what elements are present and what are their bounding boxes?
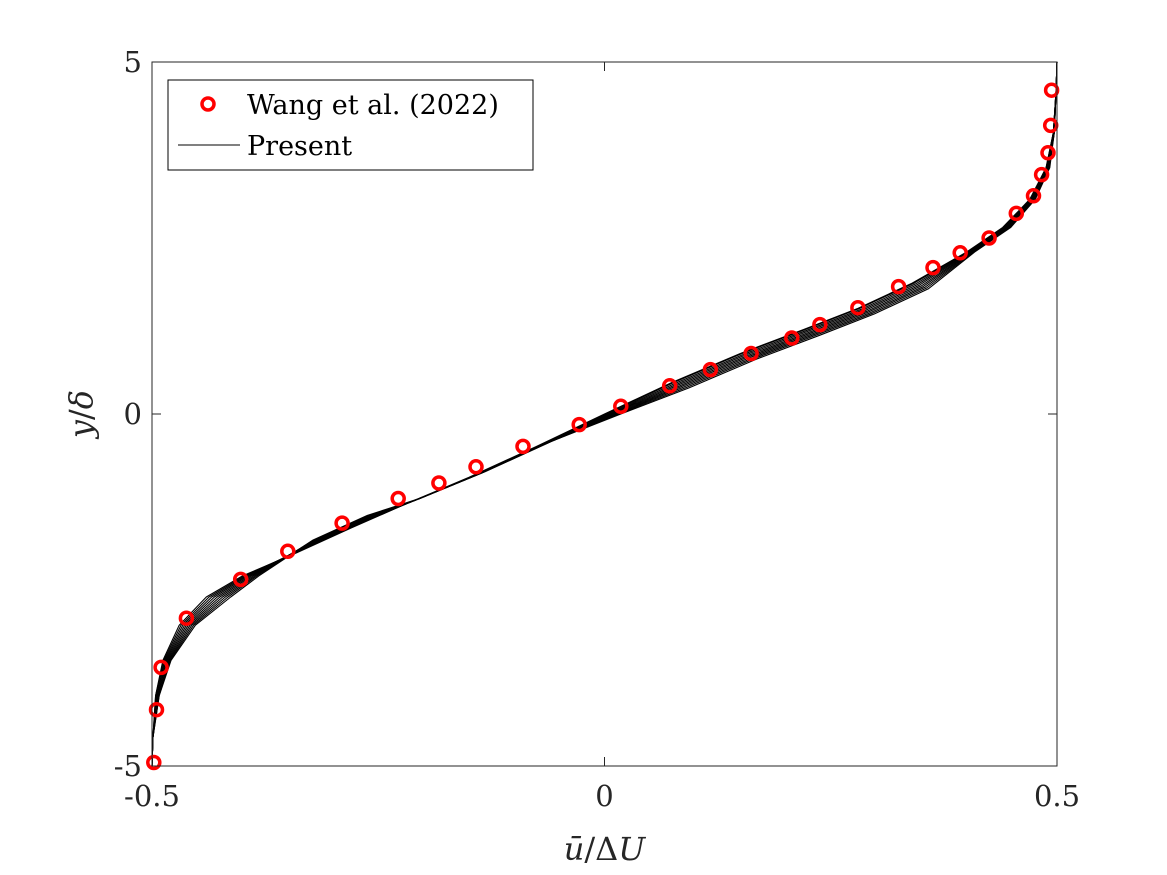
tick-labels-group: -0.5 0 0.5 -5 0 5: [114, 45, 1080, 813]
x-axis-label-prefix: ū: [564, 830, 585, 868]
wang-marker-12: [571, 416, 587, 433]
wang-marker-16: [743, 345, 759, 362]
wang-marker-13: [613, 398, 629, 415]
wang-marker-23: [981, 230, 997, 246]
wang-marker-2: [148, 701, 165, 718]
y-tick-label-1: -5: [114, 749, 142, 783]
wang-marker-14: [661, 378, 678, 394]
y-axis-label: y/δ: [62, 390, 100, 440]
wang-marker-11: [515, 438, 531, 455]
y-tick-label-2: 0: [124, 397, 142, 431]
legend-box: [167, 79, 534, 171]
wang-marker-4: [178, 610, 195, 626]
wang-marker-27: [1040, 145, 1056, 161]
wang-marker-5: [232, 571, 249, 588]
x-tick-label-3: 0.5: [1034, 779, 1080, 813]
x-tick-label-2: 0: [595, 779, 613, 813]
x-axis-label-suffix: U: [618, 830, 646, 868]
wang-marker-9: [431, 475, 447, 491]
y-axis-label-suffix: δ: [62, 390, 100, 409]
wang-marker-6: [280, 543, 296, 560]
x-axis-label: ū/ΔU: [564, 830, 647, 868]
wang-marker-26: [1033, 166, 1050, 183]
y-tick-label-3: 5: [124, 45, 142, 79]
wang-marker-15: [702, 361, 719, 378]
wang-marker-10: [468, 459, 484, 475]
wang-marker-18: [812, 316, 828, 333]
present-line-7: [151, 61, 1058, 767]
ticks-group: [151, 61, 1058, 767]
reference-markers-group: [146, 82, 1060, 771]
legend-label-present: Present: [247, 131, 352, 162]
wang-marker-19: [850, 299, 866, 316]
wang-marker-8: [390, 490, 406, 507]
legend: Wang et al. (2022) Present: [167, 79, 534, 171]
wang-marker-17: [784, 330, 800, 346]
wang-marker-22: [952, 245, 968, 261]
wang-marker-24: [1008, 205, 1025, 222]
wang-marker-25: [1025, 188, 1042, 204]
legend-label-wang: Wang et al. (2022): [247, 90, 499, 121]
y-axis-label-prefix: y: [62, 419, 100, 440]
wang-marker-1: [146, 754, 162, 771]
wang-marker-7: [334, 515, 350, 531]
wang-marker-3: [153, 659, 169, 676]
y-axis-label-mid: /: [62, 409, 100, 420]
x-tick-label-1: -0.5: [124, 779, 180, 813]
legend-marker-wang: [200, 96, 216, 112]
x-axis-label-mid: /Δ: [584, 830, 618, 868]
present-line-8: [151, 61, 1058, 767]
wang-marker-20: [890, 278, 907, 295]
wang-marker-29: [1043, 82, 1060, 98]
wang-marker-21: [925, 259, 941, 276]
